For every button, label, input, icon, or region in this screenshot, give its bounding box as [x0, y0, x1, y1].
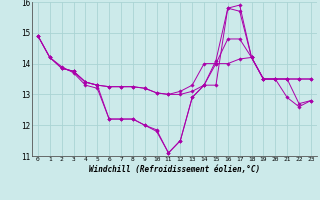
X-axis label: Windchill (Refroidissement éolien,°C): Windchill (Refroidissement éolien,°C) [89, 165, 260, 174]
